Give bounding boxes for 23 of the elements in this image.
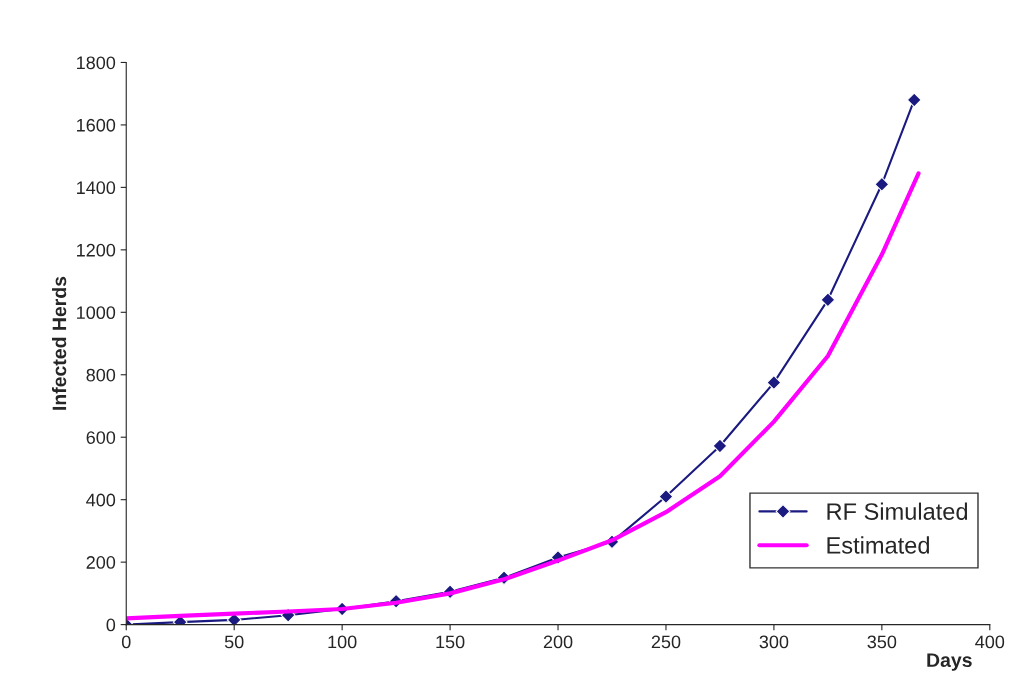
legend-label: RF Simulated: [827, 502, 968, 520]
y-tick-label: 200: [86, 556, 116, 569]
y-tick-label: 400: [86, 493, 116, 507]
y-tick-label: 1400: [77, 181, 116, 195]
x-axis-title: Days: [927, 653, 972, 671]
y-tick-label: 600: [86, 431, 116, 444]
x-tick-label: 150: [436, 635, 465, 649]
y-tick-label: 1800: [77, 56, 116, 70]
x-tick-label: 200: [543, 635, 573, 649]
y-tick-label: 1000: [77, 306, 116, 320]
x-tick-label: 0: [121, 635, 131, 649]
x-tick-label: 50: [224, 635, 244, 649]
y-tick-label: 1200: [77, 243, 116, 257]
x-tick-label: 100: [328, 635, 357, 649]
y-tick-label: 800: [86, 368, 116, 382]
y-axis-title: Infected Herds: [51, 276, 67, 410]
y-tick-label: 0: [106, 618, 116, 632]
y-tick-label: 1600: [77, 118, 116, 132]
legend-label: Estimated: [827, 536, 929, 554]
x-tick-label: 300: [759, 635, 789, 649]
x-tick-label: 400: [975, 635, 1005, 649]
x-tick-label: 250: [651, 635, 681, 649]
x-tick-label: 350: [867, 635, 897, 649]
